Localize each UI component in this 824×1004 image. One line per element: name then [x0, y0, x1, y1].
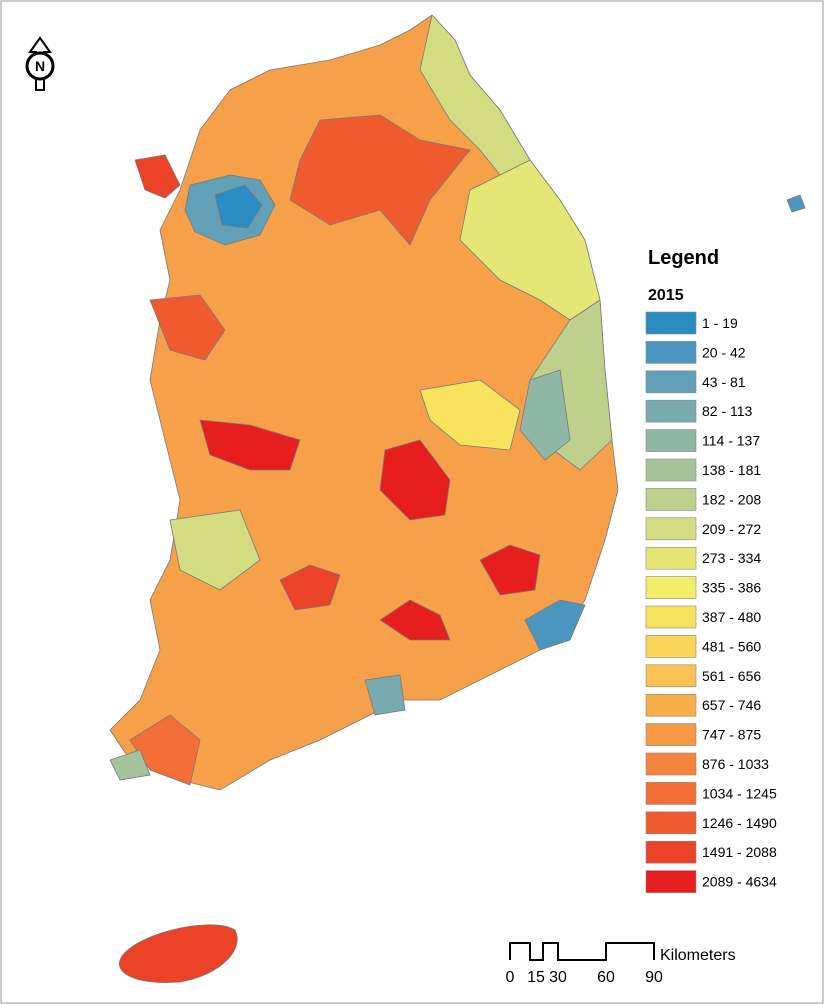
legend-swatch [645, 311, 697, 335]
legend-label: 747 - 875 [702, 727, 761, 743]
legend-swatch [645, 752, 697, 776]
legend-label: 1 - 19 [702, 315, 738, 331]
legend-label: 657 - 746 [702, 697, 761, 713]
legend-swatch [645, 635, 697, 658]
legend-swatch [645, 458, 697, 482]
region [279, 564, 341, 611]
scale-label: 30 [549, 969, 567, 986]
legend-label: 182 - 208 [702, 491, 761, 507]
region [199, 419, 301, 471]
north-label: N [35, 58, 45, 74]
region [134, 154, 181, 199]
legend-swatch [645, 576, 697, 599]
legend-swatch [645, 840, 697, 864]
legend-label: 209 - 272 [702, 521, 761, 537]
region [379, 599, 451, 641]
legend-swatch [645, 517, 697, 541]
legend-swatch [645, 693, 697, 717]
legend-title: Legend [648, 247, 719, 269]
region [519, 369, 571, 461]
legend-swatch [645, 488, 697, 511]
legend-label: 43 - 81 [702, 374, 746, 390]
regions [109, 14, 806, 983]
region [289, 114, 471, 246]
legend-swatch [645, 782, 697, 805]
legend-swatch [645, 546, 697, 570]
region [169, 509, 261, 591]
legend-swatch [645, 341, 697, 364]
region [109, 749, 151, 781]
scale-label: 15 [527, 969, 545, 986]
scale-label: 60 [597, 969, 615, 986]
legend-label: 335 - 386 [702, 580, 761, 596]
legend-label: 387 - 480 [702, 609, 761, 625]
scale-label: 90 [645, 969, 663, 986]
legend-label: 481 - 560 [702, 638, 761, 654]
legend-label: 114 - 137 [702, 433, 760, 449]
legend-label: 1246 - 1490 [702, 815, 777, 831]
legend-swatch [645, 429, 697, 452]
legend-swatch [645, 370, 697, 394]
legend-label: 20 - 42 [702, 344, 746, 360]
region [129, 714, 201, 786]
region [419, 379, 521, 451]
legend-label: 1034 - 1245 [702, 785, 777, 801]
north-arrow: N [25, 36, 55, 91]
legend-label: 1491 - 2088 [702, 844, 777, 860]
region [149, 294, 226, 361]
legend-swatch [645, 399, 697, 423]
legend-label: 2089 - 4634 [702, 874, 777, 890]
region [524, 599, 586, 651]
scale-unit: Kilometers [660, 947, 736, 964]
legend-label: 82 - 113 [702, 403, 753, 419]
legend-label: 561 - 656 [702, 668, 761, 684]
island [786, 194, 806, 213]
legend: Legend 2015 1 - 19 20 - 42 43 - 81 82 - 113… [645, 247, 777, 893]
scale-bar: Kilometers 0 15 30 60 90 [506, 942, 736, 986]
legend-swatch [645, 811, 697, 835]
legend-label: 876 - 1033 [702, 756, 769, 772]
region [379, 439, 451, 521]
region [479, 544, 541, 596]
legend-subtitle: 2015 [648, 287, 684, 304]
region [214, 184, 263, 229]
legend-label: 273 - 334 [702, 550, 761, 566]
legend-label: 138 - 181 [702, 462, 761, 478]
legend-swatch [645, 664, 697, 688]
jeju [118, 924, 238, 983]
legend-swatch [645, 605, 697, 629]
legend-swatch [645, 870, 697, 893]
legend-swatch [645, 723, 697, 746]
scale-label: 0 [506, 969, 515, 986]
region [364, 674, 406, 716]
